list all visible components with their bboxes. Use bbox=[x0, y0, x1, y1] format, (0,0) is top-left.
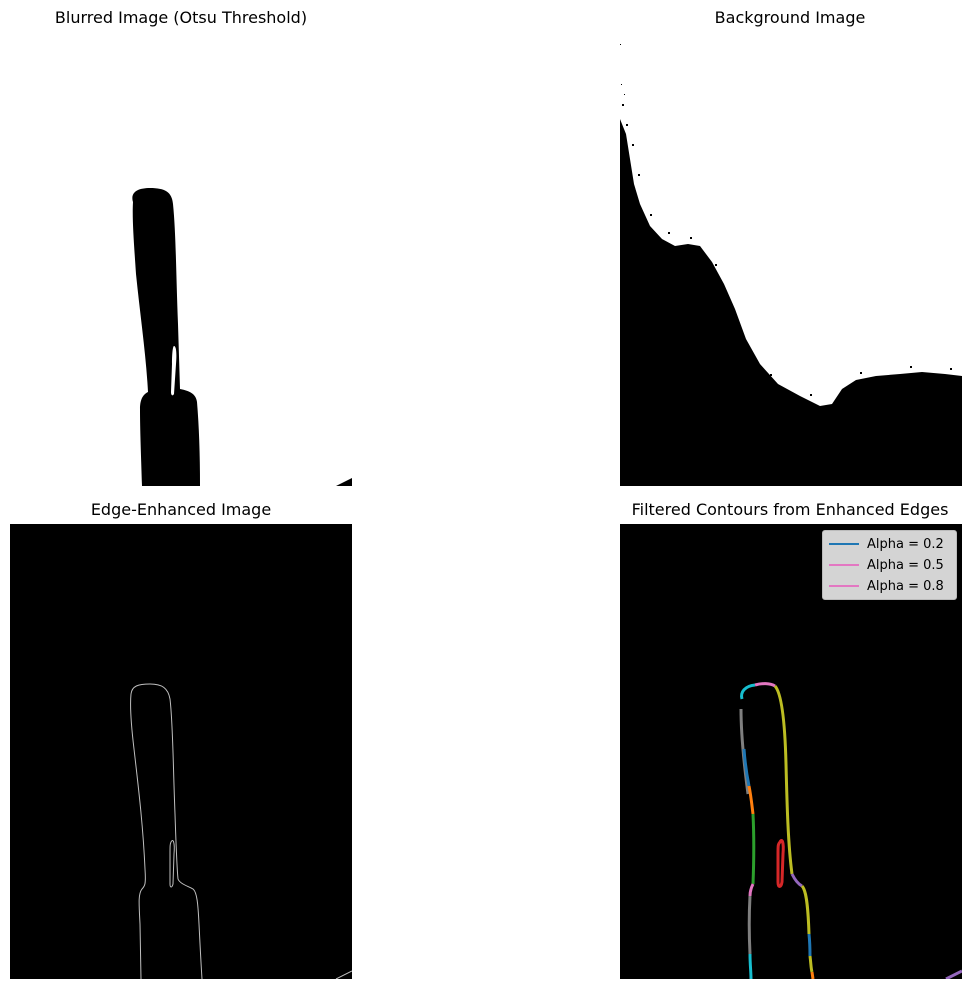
legend-swatch-pink bbox=[829, 585, 859, 587]
edge-outline-left bbox=[130, 683, 203, 979]
blurred-image-title: Blurred Image (Otsu Threshold) bbox=[54, 8, 308, 27]
blurred-image bbox=[10, 34, 352, 486]
edge-enhanced-image-title: Edge-Enhanced Image bbox=[90, 500, 272, 519]
background-image-title: Background Image bbox=[714, 8, 866, 27]
silhouette-slot bbox=[171, 346, 177, 396]
contour-right-blue bbox=[807, 933, 812, 957]
legend-swatch-blue bbox=[829, 543, 859, 545]
blurred-image-panel bbox=[10, 34, 352, 486]
contour-corner bbox=[945, 969, 962, 979]
edge-enhanced-image bbox=[10, 524, 352, 979]
contour-top bbox=[754, 682, 776, 688]
background-image-panel bbox=[620, 34, 962, 486]
legend-swatch-pink bbox=[829, 564, 859, 566]
filtered-contours-title: Filtered Contours from Enhanced Edges bbox=[631, 500, 949, 519]
background-image bbox=[620, 34, 962, 486]
contour-left-pink bbox=[748, 883, 755, 897]
contour-left-green bbox=[751, 813, 756, 885]
silhouette-shape bbox=[132, 188, 200, 486]
contour-left-mid-blue bbox=[742, 748, 751, 787]
contour-slot bbox=[776, 839, 785, 888]
legend-label: Alpha = 0.5 bbox=[867, 557, 944, 573]
edge-corner bbox=[335, 970, 352, 979]
legend-item-alpha-08: Alpha = 0.8 bbox=[829, 576, 944, 596]
legend-label: Alpha = 0.8 bbox=[867, 578, 944, 594]
contour-left-orange bbox=[747, 785, 755, 815]
legend-item-alpha-02: Alpha = 0.2 bbox=[829, 534, 944, 554]
contour-right-upper bbox=[773, 685, 794, 875]
corner-speck bbox=[336, 478, 352, 486]
background-dark-region bbox=[620, 119, 962, 486]
contour-right-olive bbox=[808, 955, 814, 973]
contour-legend: Alpha = 0.2 Alpha = 0.5 Alpha = 0.8 bbox=[822, 530, 957, 600]
legend-label: Alpha = 0.2 bbox=[867, 536, 944, 552]
contour-right-orange bbox=[810, 971, 815, 979]
contour-right-lower bbox=[800, 884, 811, 935]
edge-outline-slot bbox=[169, 840, 175, 888]
legend-item-alpha-05: Alpha = 0.5 bbox=[829, 555, 944, 575]
contour-right-purple bbox=[790, 873, 803, 888]
contour-left-gray-low bbox=[747, 895, 752, 955]
contour-left-top bbox=[740, 683, 756, 700]
edge-enhanced-panel bbox=[10, 524, 352, 979]
contour-left-cyan-low bbox=[748, 953, 753, 979]
background-noise bbox=[620, 44, 952, 396]
